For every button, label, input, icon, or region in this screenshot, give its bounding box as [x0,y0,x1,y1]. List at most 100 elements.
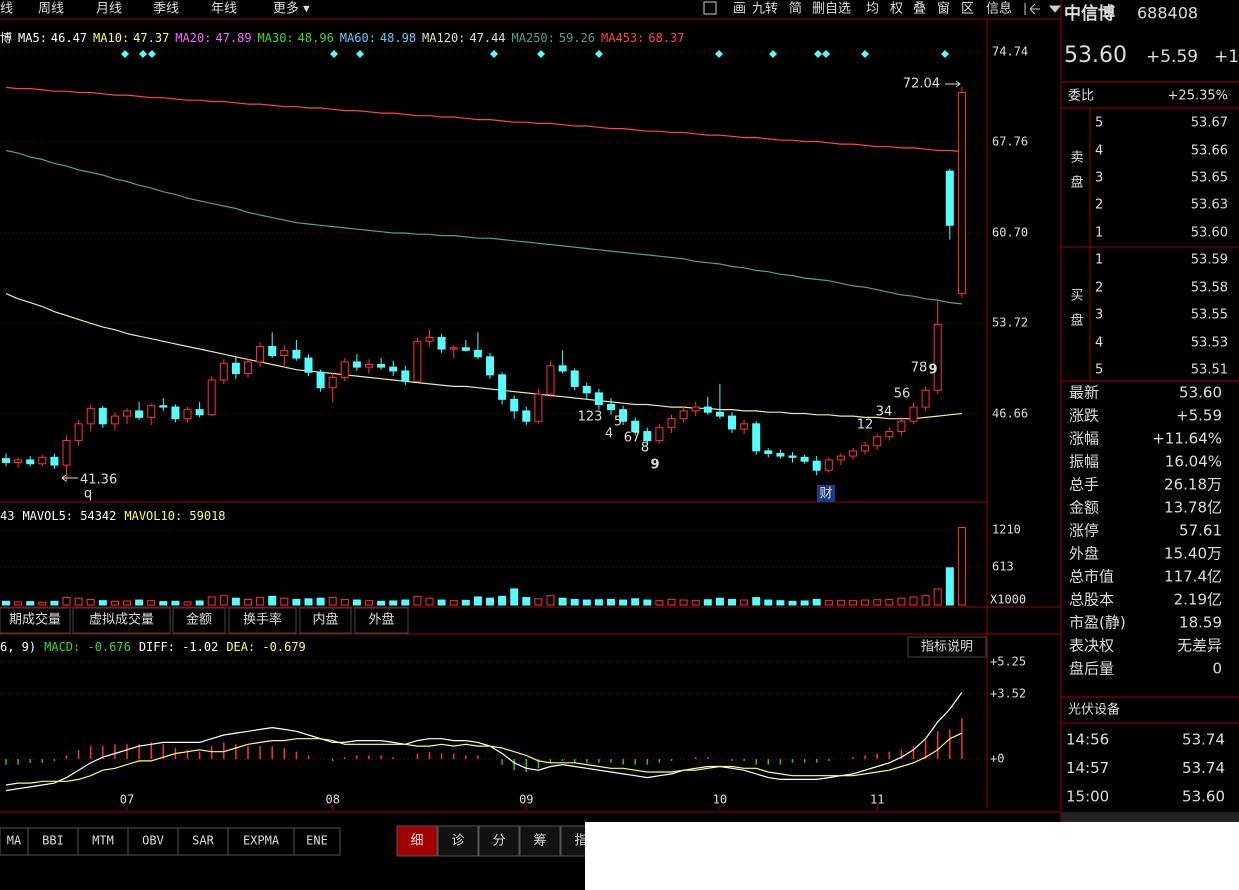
period-tab[interactable]: 周线 [38,2,64,17]
volume-bar [26,601,35,606]
y-tick-label: 67.76 [992,135,1028,149]
stat-value: 13.78亿 [1164,499,1222,517]
period-tab[interactable]: 更多 ▾ [273,1,310,17]
macd-line [5,732,963,786]
chart-annotation: 8 [641,441,649,456]
x-tick-label: 10 [713,793,727,807]
volume-bar [365,600,373,606]
stat-value: 16.04% [1165,453,1222,471]
volume-bar [389,600,398,606]
signal-marker [941,50,949,58]
lock-icon [703,1,717,15]
stat-label: 表决权 [1069,637,1114,655]
volume-bar [425,597,434,606]
unit-label: X1000 [990,593,1026,607]
candle-body [377,364,386,368]
candle-body [231,362,240,375]
candle-body [2,458,10,463]
candle-body [873,436,882,447]
signal-marker [537,50,545,58]
view-tab[interactable]: 细 [410,834,423,849]
indicator-tab[interactable]: SAR [192,834,214,848]
y-tick-label: +5.25 [990,654,1026,668]
candle-body [522,410,531,422]
indicator-tab[interactable]: BBI [42,834,64,848]
tool-button[interactable]: 权 [890,1,903,17]
help-button[interactable]: 指标说明 [921,640,973,655]
legend-label: MA30: [258,31,294,45]
legend-value: 47.44 [469,31,505,45]
candle-body [171,406,180,420]
stat-label: 涨跌 [1069,407,1099,425]
indicator-tab[interactable]: OBV [142,834,164,848]
candle-body [836,455,845,461]
period-tab[interactable]: 月线 [96,2,122,17]
tool-button[interactable]: 区 [961,2,974,17]
indicator-tab[interactable]: MA [7,834,22,848]
period-tab[interactable]: 线 [0,2,13,17]
candle-body [304,357,313,373]
view-tab[interactable]: 指 [574,834,587,849]
view-tab[interactable]: 筹 [533,833,546,849]
indicator-tab[interactable]: EXPMA [243,834,280,848]
period-tab[interactable]: 季线 [153,2,179,17]
candle-body [147,405,156,418]
indicator-tab[interactable]: ENE [306,834,328,848]
chart-annotation: 9 [928,363,937,378]
sell-price: 53.67 [1191,116,1228,131]
volume-bar [679,599,688,606]
volume-tab[interactable]: 期成交量 [9,612,61,628]
volume-bar [328,597,337,606]
tab-frame [127,827,179,856]
volume-bar [256,597,265,606]
chart-annotation: 4 [605,427,613,442]
legend-entry: 43 [0,509,14,523]
legend-value: 68.37 [648,31,684,45]
volume-bar [558,597,567,606]
candle-body [292,349,301,359]
candle-body [413,340,422,382]
stock-code: 688408 [1137,4,1198,23]
volume-bar [437,599,446,606]
candle-body [788,455,797,458]
volume-bar [594,599,603,606]
view-tab[interactable]: 诊 [451,834,464,849]
tool-button[interactable]: 信息 [986,1,1012,17]
volume-tab[interactable]: 金额 [186,612,212,628]
legend-entry: MACD: -0.676 [44,640,131,654]
tool-button[interactable]: 画 [733,2,746,17]
candle-body [921,389,930,408]
candle-body [135,410,144,418]
sell-price: 53.63 [1191,198,1228,213]
volume-bar [280,597,289,606]
x-tick-label: 11 [870,793,884,807]
candle-body [643,431,652,442]
tool-button[interactable]: 简 [789,1,802,17]
tool-button[interactable]: 九转 [752,2,778,17]
candle-body [812,460,821,471]
legend-prefix: 博 [0,30,12,45]
view-tab[interactable]: 分 [492,834,505,849]
ma-line [5,149,962,305]
tool-button[interactable]: 删自选 [812,2,851,17]
tab-frame [72,607,171,634]
volume-bar [655,600,664,606]
tool-button[interactable]: 均 [866,2,879,17]
candle-body [195,409,204,416]
volume-tab[interactable]: 虚拟成交量 [89,612,154,628]
tab-frame [27,827,79,856]
candle-body [703,406,712,413]
tool-button[interactable]: 窗 [937,1,950,17]
period-tab[interactable]: 年线 [211,2,237,17]
tool-button[interactable]: 叠 [913,2,926,17]
volume-tab[interactable]: 外盘 [368,612,394,628]
volume-bar [268,595,277,606]
legend-label: MA453: [601,31,644,45]
candle-body [957,92,966,295]
volume-tab[interactable]: 换手率 [243,612,282,628]
candle-body [546,365,555,395]
volume-tab[interactable]: 内盘 [312,612,338,628]
indicator-tab[interactable]: MTM [92,834,114,848]
signal-marker [595,50,603,58]
